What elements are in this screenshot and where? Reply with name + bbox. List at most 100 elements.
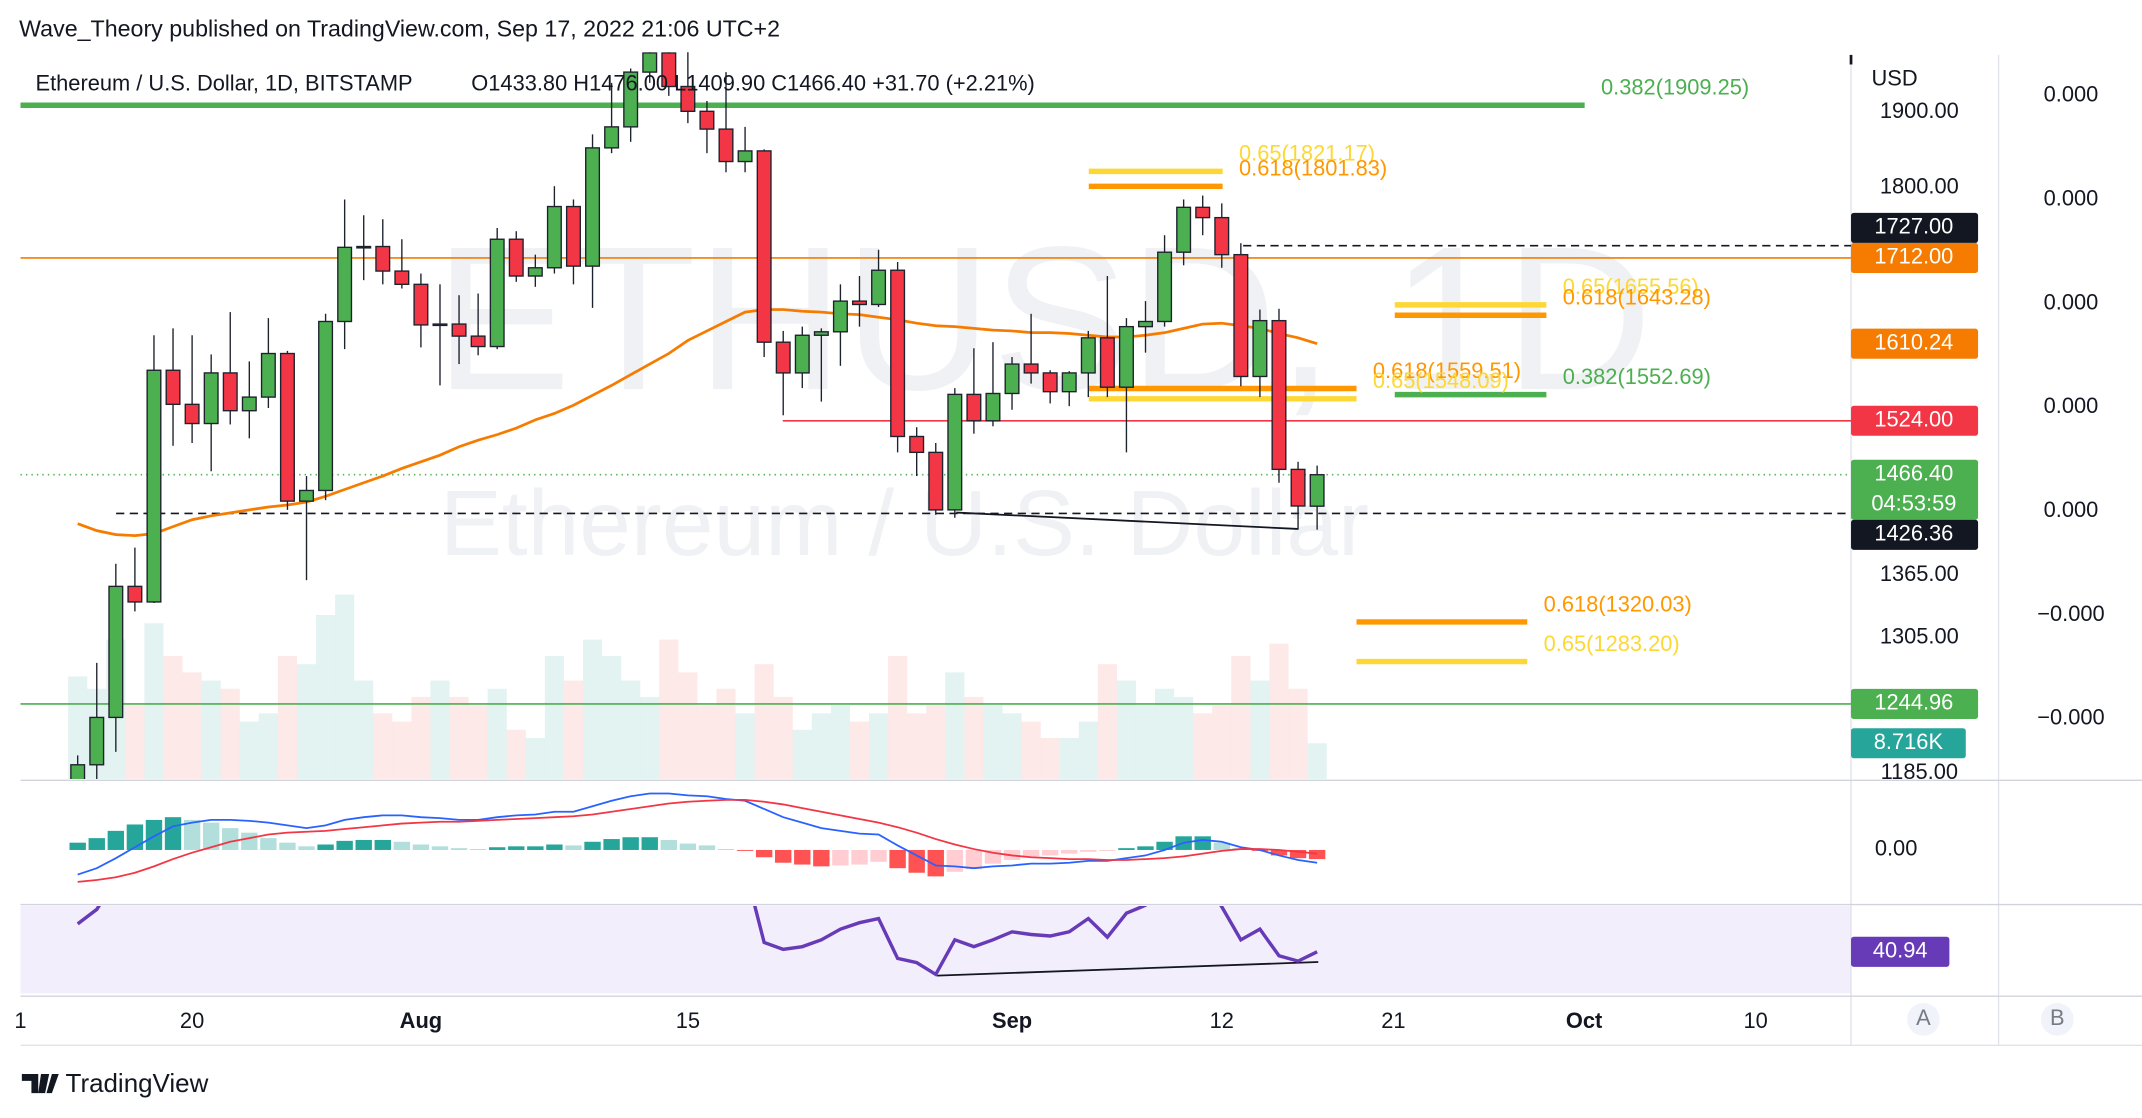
macd-histogram — [870, 849, 887, 862]
candle-body — [585, 147, 601, 267]
candle-body — [546, 205, 562, 269]
candle-body — [184, 403, 200, 425]
fib-label: 0.65(1821.17) — [1239, 141, 1375, 166]
volume-bar — [182, 672, 202, 779]
macd-histogram — [660, 839, 678, 850]
volume-bar — [411, 696, 431, 779]
candle-body — [661, 52, 677, 88]
volume-bar — [1231, 655, 1251, 779]
macd-histogram — [374, 839, 391, 850]
candle-body — [1118, 325, 1134, 388]
macd-histogram — [393, 841, 411, 850]
x-tick-label: 1 — [14, 1008, 26, 1033]
volume-bar — [849, 721, 870, 779]
price-tag-label: 1244.96 — [1874, 690, 1953, 715]
macd-histogram — [69, 842, 86, 850]
macd-histogram — [717, 849, 735, 850]
volume-bar — [888, 655, 908, 779]
volume-bar — [316, 615, 336, 779]
volume-bar — [296, 664, 317, 779]
volume-bar — [1193, 713, 1213, 779]
candle-body — [394, 270, 410, 286]
volume-bar — [258, 713, 278, 779]
volume-bar — [697, 705, 717, 779]
scale-button[interactable] — [2040, 1002, 2074, 1036]
volume-bar — [582, 639, 603, 779]
right-scale-label: −0.000 — [2037, 705, 2104, 730]
candle-body — [832, 300, 848, 333]
volume-bar — [1097, 664, 1117, 779]
macd-histogram — [298, 846, 315, 850]
macd-histogram — [1080, 849, 1097, 852]
macd-pane — [69, 792, 1326, 883]
candle-body — [1061, 372, 1077, 393]
macd-histogram — [508, 846, 525, 850]
candle-body — [527, 267, 543, 277]
x-tick-label: 10 — [1744, 1008, 1768, 1033]
volume-bar — [468, 705, 488, 779]
price-tag — [1851, 242, 1979, 273]
volume-bar — [1269, 643, 1289, 779]
candle-body — [1099, 337, 1115, 388]
right-scale-label: 0.000 — [2044, 82, 2099, 107]
volume-bar — [945, 672, 965, 779]
candle-body — [451, 323, 467, 337]
candle-body — [1137, 320, 1154, 328]
volume-bar — [1307, 743, 1327, 779]
candle-body — [356, 245, 372, 249]
macd-histogram — [832, 849, 849, 866]
candle-body — [260, 352, 276, 398]
price-tag — [1851, 328, 1979, 359]
candle-body — [241, 396, 257, 412]
fib-label: 0.618(1801.83) — [1239, 156, 1387, 181]
y-tick-label: 1305.00 — [1880, 624, 1959, 649]
volume-bar — [163, 655, 183, 779]
rsi-band — [20, 905, 1852, 994]
candle-body — [565, 205, 581, 267]
volume-bar — [487, 688, 507, 779]
macd-histogram — [126, 824, 144, 850]
macd-histogram — [107, 830, 125, 850]
macd-histogram — [469, 849, 487, 850]
candle-body — [909, 435, 925, 454]
macd-histogram — [775, 849, 792, 863]
volume-bar — [1250, 680, 1270, 779]
logo — [21, 1074, 59, 1094]
macd-histogram — [1213, 842, 1230, 850]
fib-label: 0.618(1320.03) — [1544, 591, 1692, 616]
y-tick-label: 1365.00 — [1880, 561, 1959, 586]
fib-label: 0.65(1655.56) — [1563, 274, 1699, 299]
scale-button-label[interactable]: B — [2050, 1005, 2065, 1030]
macd-histogram — [1022, 849, 1040, 857]
candle-body — [337, 246, 353, 323]
candle-body — [604, 126, 620, 149]
macd-histogram — [1099, 849, 1116, 851]
macd-histogram — [450, 848, 468, 850]
volume-bar — [354, 680, 374, 779]
macd-histogram — [889, 849, 906, 869]
volume-bar — [239, 721, 259, 779]
fib-label: 0.618(1643.28) — [1563, 285, 1711, 310]
macd-histogram — [317, 844, 334, 850]
scale-button-label[interactable]: A — [1916, 1005, 1931, 1030]
macd-histogram — [488, 847, 506, 850]
macd-histogram — [1041, 849, 1059, 856]
x-tick-label: 20 — [180, 1008, 204, 1033]
candle-body — [203, 372, 219, 425]
y-tick-label: 1800.00 — [1880, 174, 1959, 199]
candle-body — [756, 150, 772, 343]
volume-bar — [277, 655, 298, 779]
macd-histogram — [565, 845, 582, 850]
volume-pane — [68, 594, 1327, 779]
macd-histogram — [1137, 846, 1154, 850]
candle-body — [1195, 206, 1211, 219]
scale-button[interactable] — [1907, 1002, 1940, 1036]
y-tick-label: 1185.00 — [1881, 759, 1958, 784]
macd-histogram — [641, 837, 658, 850]
macd-histogram — [279, 842, 296, 850]
right-scale-label: 0.000 — [2044, 289, 2099, 314]
macd-histogram — [679, 843, 697, 850]
x-tick-label: 12 — [1210, 1008, 1234, 1033]
volume-bar — [1040, 737, 1060, 779]
volume-bar — [430, 680, 450, 779]
